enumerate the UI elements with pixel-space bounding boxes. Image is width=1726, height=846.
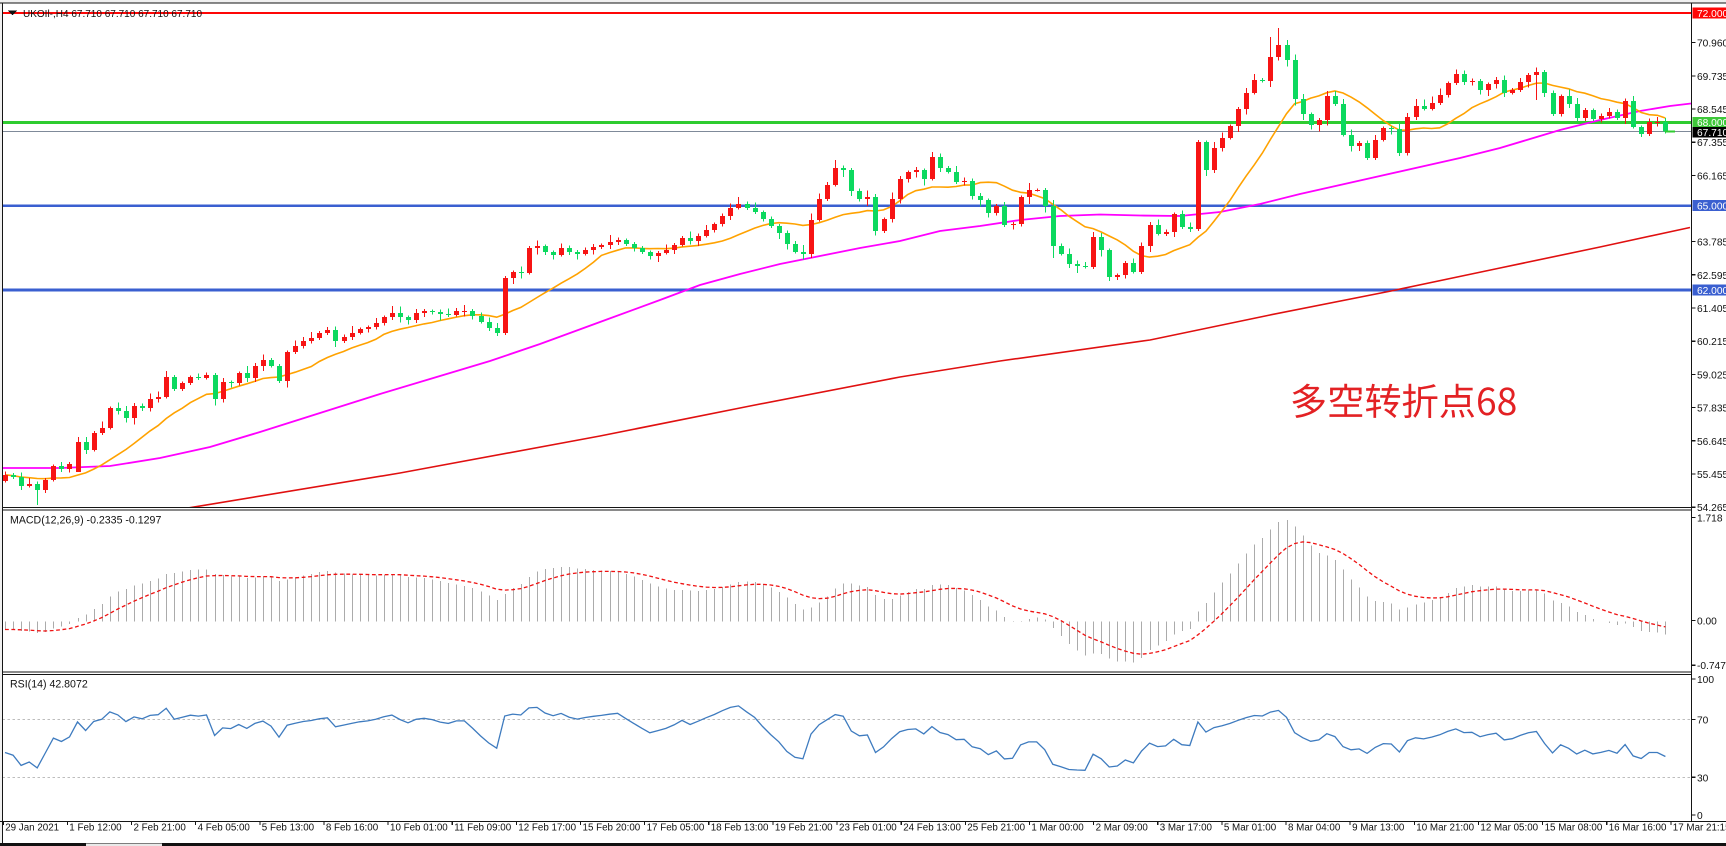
svg-text:62.000: 62.000	[1697, 286, 1726, 297]
svg-text:12 Feb 17:00: 12 Feb 17:00	[518, 823, 576, 834]
svg-text:9 Mar 13:00: 9 Mar 13:00	[1352, 823, 1405, 834]
svg-text:29 Jan 2021: 29 Jan 2021	[5, 823, 59, 834]
svg-text:UKOIl-,H4 67.710 67.710 67.71: UKOIl-,H4 67.710 67.710 67.710 67.710	[23, 9, 202, 20]
svg-text:30: 30	[1697, 773, 1709, 784]
svg-text:2 Mar 09:00: 2 Mar 09:00	[1096, 823, 1149, 834]
svg-text:8 Mar 04:00: 8 Mar 04:00	[1288, 823, 1341, 834]
svg-text:54.265: 54.265	[1697, 503, 1726, 514]
svg-text:12 Mar 05:00: 12 Mar 05:00	[1480, 823, 1538, 834]
svg-text:100: 100	[1697, 675, 1714, 686]
svg-text:55.455: 55.455	[1697, 470, 1726, 481]
svg-text:8 Feb 16:00: 8 Feb 16:00	[326, 823, 379, 834]
svg-text:11 Feb 09:00: 11 Feb 09:00	[454, 823, 512, 834]
svg-text:0.00: 0.00	[1697, 617, 1717, 628]
svg-text:RSI(14) 42.8072: RSI(14) 42.8072	[10, 679, 88, 691]
svg-text:67.355: 67.355	[1697, 138, 1726, 149]
svg-text:17 Feb 05:00: 17 Feb 05:00	[647, 823, 705, 834]
svg-text:69.735: 69.735	[1697, 72, 1726, 83]
svg-text:5 Mar 01:00: 5 Mar 01:00	[1224, 823, 1277, 834]
svg-text:70: 70	[1697, 716, 1709, 727]
svg-text:4 Feb 05:00: 4 Feb 05:00	[198, 823, 251, 834]
svg-text:62.595: 62.595	[1697, 271, 1726, 282]
svg-text:56.645: 56.645	[1697, 437, 1726, 448]
svg-text:25 Feb 21:00: 25 Feb 21:00	[967, 823, 1025, 834]
svg-text:3 Mar 17:00: 3 Mar 17:00	[1160, 823, 1213, 834]
svg-text:57.835: 57.835	[1697, 404, 1726, 415]
svg-text:63.785: 63.785	[1697, 238, 1726, 249]
svg-text:65.000: 65.000	[1697, 202, 1726, 213]
svg-text:60.215: 60.215	[1697, 337, 1726, 348]
svg-text:MACD(12,26,9) -0.2335 -0.1297: MACD(12,26,9) -0.2335 -0.1297	[10, 515, 161, 527]
svg-text:61.405: 61.405	[1697, 304, 1726, 315]
svg-text:70.960: 70.960	[1697, 39, 1726, 50]
svg-text:16 Mar 16:00: 16 Mar 16:00	[1609, 823, 1667, 834]
svg-text:24 Feb 13:00: 24 Feb 13:00	[903, 823, 961, 834]
svg-text:67.710: 67.710	[1697, 128, 1726, 139]
svg-text:1 Mar 00:00: 1 Mar 00:00	[1031, 823, 1084, 834]
svg-text:15 Feb 20:00: 15 Feb 20:00	[583, 823, 641, 834]
svg-text:68.000: 68.000	[1697, 118, 1726, 129]
svg-text:68.545: 68.545	[1697, 105, 1726, 116]
svg-text:66.165: 66.165	[1697, 171, 1726, 182]
svg-text:23 Feb 01:00: 23 Feb 01:00	[839, 823, 897, 834]
svg-text:72.000: 72.000	[1697, 9, 1726, 20]
svg-text:59.025: 59.025	[1697, 370, 1726, 381]
svg-text:18 Feb 13:00: 18 Feb 13:00	[711, 823, 769, 834]
svg-text:19 Feb 21:00: 19 Feb 21:00	[775, 823, 833, 834]
svg-text:0: 0	[1697, 811, 1703, 822]
svg-text:10 Mar 21:00: 10 Mar 21:00	[1416, 823, 1474, 834]
svg-text:15 Mar 08:00: 15 Mar 08:00	[1545, 823, 1603, 834]
svg-text:2 Feb 21:00: 2 Feb 21:00	[134, 823, 187, 834]
svg-text:10 Feb 01:00: 10 Feb 01:00	[390, 823, 448, 834]
svg-text:1 Feb 12:00: 1 Feb 12:00	[69, 823, 122, 834]
svg-text:1.718: 1.718	[1697, 514, 1723, 525]
svg-text:-0.7475: -0.7475	[1697, 661, 1726, 672]
svg-text:5 Feb 13:00: 5 Feb 13:00	[262, 823, 315, 834]
svg-text:17 Mar 21:15: 17 Mar 21:15	[1673, 823, 1726, 834]
